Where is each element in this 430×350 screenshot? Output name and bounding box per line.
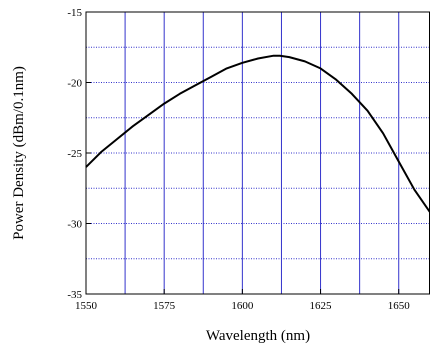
- y-tick-label: -15: [67, 7, 82, 19]
- y-tick-label: -30: [67, 219, 82, 231]
- series-line: [85, 54, 430, 213]
- series-layer: [85, 54, 430, 213]
- x-tick-label: 1650: [388, 300, 411, 312]
- tick-layer: 1550 1575 1600 1625 1650 -35 -30 -25 -20 -15: [67, 7, 410, 312]
- plot-frame: [85, 11, 430, 295]
- x-tick-label: 1625: [310, 300, 333, 312]
- x-tick-label: 1575: [153, 300, 176, 312]
- x-tick-label: 1550: [75, 300, 98, 312]
- y-axis-title: Power Density (dBm/0.1nm): [11, 66, 27, 240]
- y-tick-label: -25: [67, 148, 82, 160]
- y-tick-label: -20: [67, 78, 82, 90]
- y-tick-label: -35: [67, 289, 82, 301]
- grid-layer: [86, 12, 430, 294]
- x-tick-label: 1600: [231, 300, 254, 312]
- x-axis-title: Wavelength (nm): [206, 328, 310, 344]
